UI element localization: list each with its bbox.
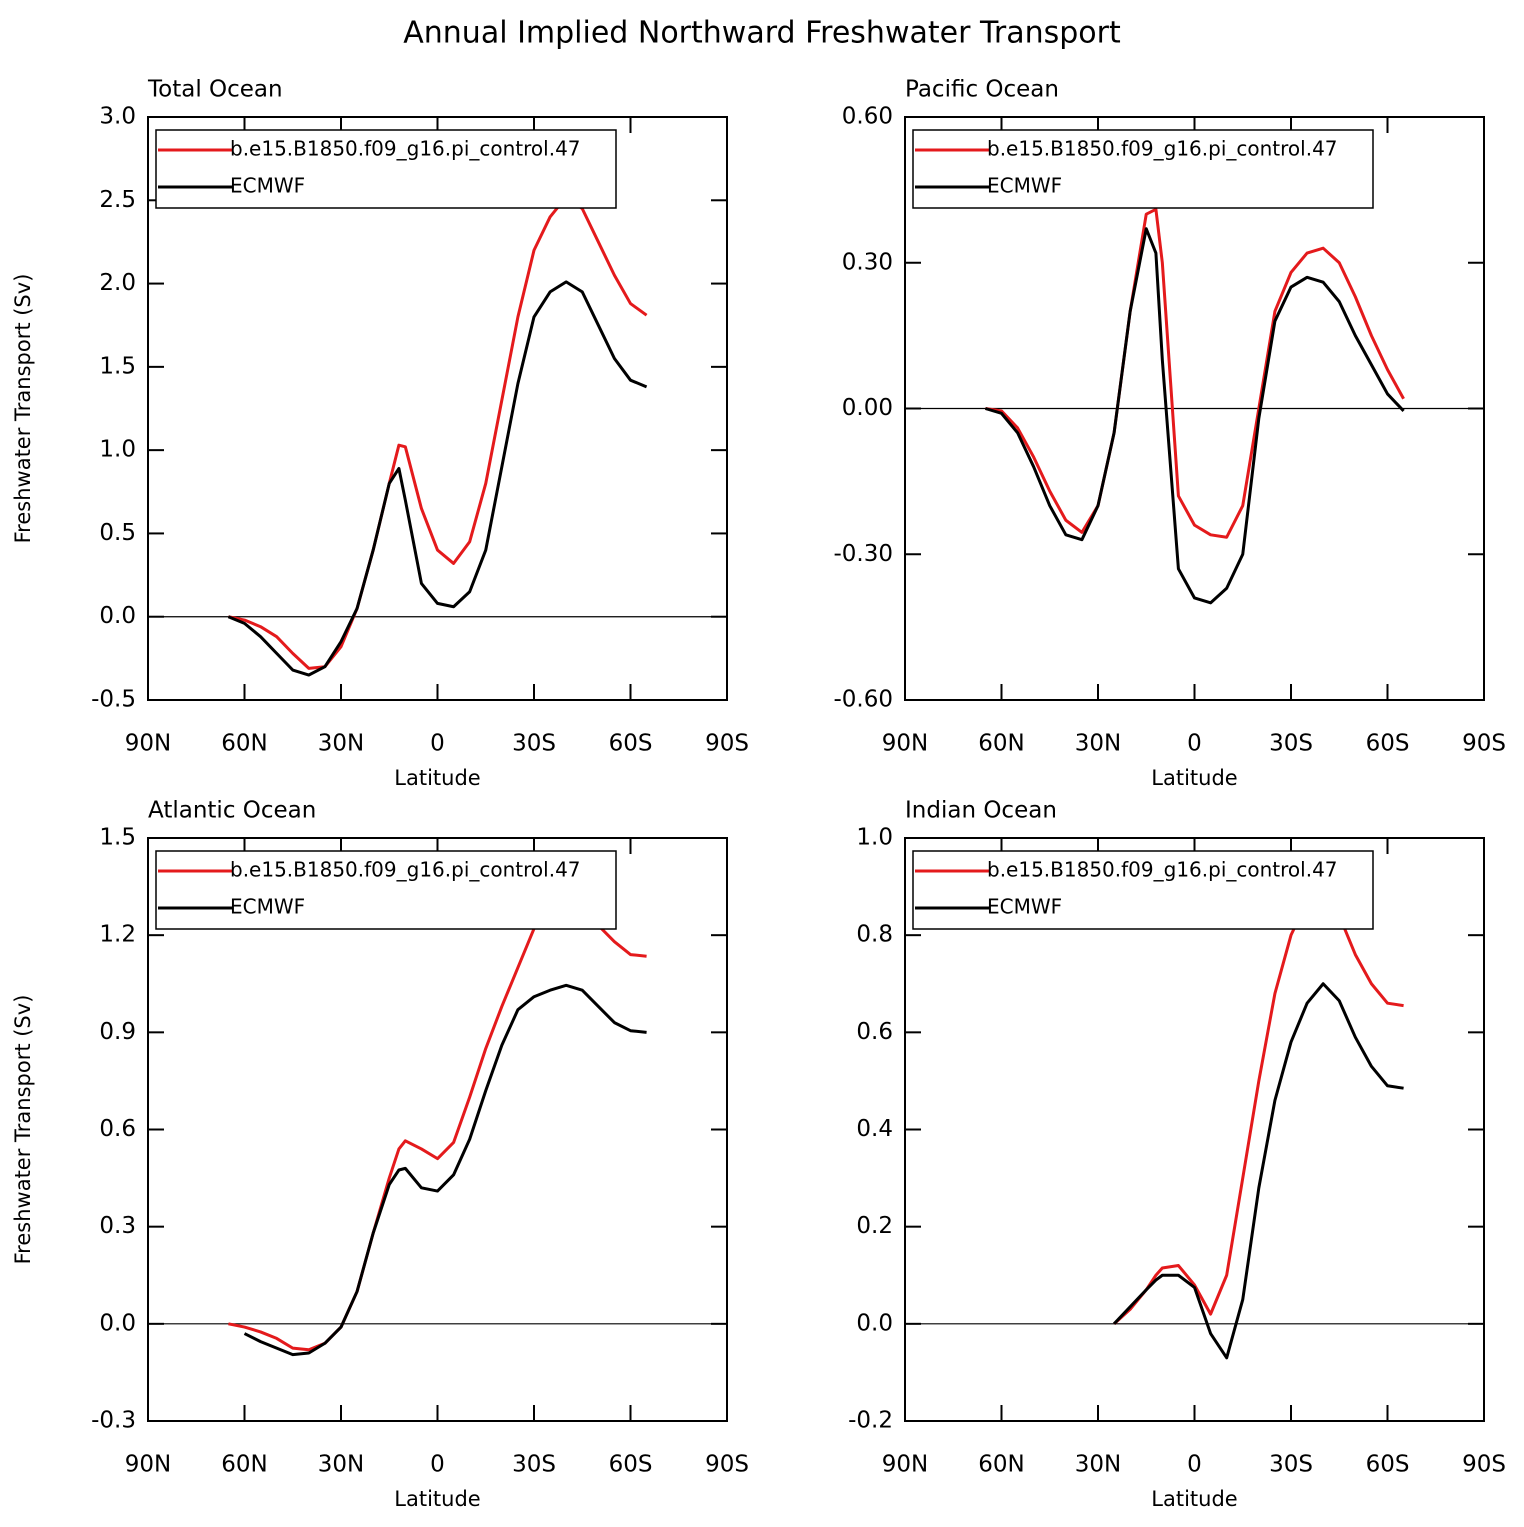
series-line — [227, 280, 648, 677]
legend-label: ECMWF — [987, 174, 1062, 198]
y-tick-label: 0.6 — [99, 1116, 136, 1142]
series-line — [228, 898, 647, 1352]
x-tick-label: 0 — [1187, 1452, 1202, 1478]
x-tick-label: 30N — [318, 1452, 364, 1478]
y-axis-label: Freshwater Transport (Sv) — [11, 274, 35, 544]
x-tick-label: 60S — [609, 1452, 653, 1478]
legend-box — [912, 129, 1374, 209]
panel-title: Total Ocean — [147, 77, 283, 103]
y-axis-label: Freshwater Transport (Sv) — [11, 995, 35, 1265]
y-tick-label: -0.30 — [833, 541, 893, 567]
y-tick-label: 2.5 — [99, 187, 136, 213]
x-tick-label: 30S — [512, 1452, 556, 1478]
series-line — [1112, 982, 1404, 1360]
y-tick-label: 0.0 — [99, 603, 136, 629]
y-tick-label: 0.8 — [856, 922, 893, 948]
x-tick-label: 60S — [1366, 731, 1410, 757]
x-tick-label: 90N — [882, 1452, 928, 1478]
x-tick-label: 30N — [1075, 1452, 1121, 1478]
y-tick-label: 1.0 — [856, 825, 893, 851]
x-tick-label: 30S — [1269, 1452, 1313, 1478]
legend-box — [155, 850, 617, 930]
y-tick-label: 0.30 — [842, 249, 893, 275]
x-axis-label: Latitude — [1151, 766, 1237, 790]
legend-label: b.e15.B1850.f09_g16.pi_control.47 — [987, 137, 1338, 161]
y-tick-label: 1.2 — [99, 922, 136, 948]
x-tick-label: 90N — [125, 731, 171, 757]
legend-label: ECMWF — [230, 174, 305, 198]
x-tick-label: 90N — [882, 731, 928, 757]
y-tick-label: 0.00 — [842, 395, 893, 421]
plot-frame — [904, 837, 1485, 1422]
y-tick-label: 0.6 — [856, 1019, 893, 1045]
y-tick-label: 2.0 — [99, 270, 136, 296]
legend-label: ECMWF — [230, 895, 305, 919]
x-tick-label: 30S — [1269, 731, 1313, 757]
series-line — [984, 227, 1405, 605]
legend-label: b.e15.B1850.f09_g16.pi_control.47 — [230, 858, 581, 882]
x-tick-label: 60S — [1366, 1452, 1410, 1478]
y-tick-label: -0.3 — [91, 1408, 136, 1434]
x-tick-label: 60N — [221, 731, 267, 757]
plot-frame — [147, 837, 728, 1422]
series-line — [228, 195, 648, 670]
x-tick-label: 90N — [125, 1452, 171, 1478]
legend-label: b.e15.B1850.f09_g16.pi_control.47 — [230, 137, 581, 161]
plot-frame — [904, 116, 1485, 701]
x-tick-label: 60N — [978, 1452, 1024, 1478]
x-axis-label: Latitude — [394, 766, 480, 790]
y-tick-label: -0.60 — [833, 687, 893, 713]
series-line — [1113, 892, 1404, 1325]
page-title: Annual Implied Northward Freshwater Tran… — [403, 16, 1121, 51]
x-tick-label: 90S — [1462, 1452, 1506, 1478]
y-tick-label: -0.2 — [848, 1408, 893, 1434]
panel-title: Indian Ocean — [905, 798, 1057, 824]
x-tick-label: 60N — [221, 1452, 267, 1478]
x-tick-label: 0 — [430, 731, 445, 757]
y-tick-label: 1.5 — [99, 353, 136, 379]
y-tick-label: 0.5 — [99, 520, 136, 546]
y-tick-label: 0.60 — [842, 104, 893, 130]
y-tick-label: 0.9 — [99, 1019, 136, 1045]
y-tick-label: 0.0 — [99, 1310, 136, 1336]
x-tick-label: 90S — [1462, 731, 1506, 757]
legend-label: b.e15.B1850.f09_g16.pi_control.47 — [987, 858, 1338, 882]
x-tick-label: 60N — [978, 731, 1024, 757]
x-axis-label: Latitude — [394, 1487, 480, 1511]
x-tick-label: 90S — [705, 1452, 749, 1478]
legend-label: ECMWF — [987, 895, 1062, 919]
x-tick-label: 30S — [512, 731, 556, 757]
series-line — [985, 207, 1405, 539]
y-tick-label: 1.0 — [99, 437, 136, 463]
panel-title: Atlantic Ocean — [148, 798, 316, 824]
legend-box — [155, 129, 617, 209]
plot-frame — [147, 116, 728, 701]
y-tick-label: 0.4 — [856, 1116, 893, 1142]
y-tick-label: 0.3 — [99, 1213, 136, 1239]
legend-box — [912, 850, 1374, 930]
panel-title: Pacific Ocean — [905, 77, 1059, 103]
x-tick-label: 60S — [609, 731, 653, 757]
x-tick-label: 0 — [430, 1452, 445, 1478]
x-axis-label: Latitude — [1151, 1487, 1237, 1511]
y-tick-label: 3.0 — [99, 104, 136, 130]
x-tick-label: 90S — [705, 731, 749, 757]
series-line — [243, 983, 647, 1357]
x-tick-label: 30N — [318, 731, 364, 757]
y-tick-label: 1.5 — [99, 825, 136, 851]
y-tick-label: 0.2 — [856, 1213, 893, 1239]
x-tick-label: 0 — [1187, 731, 1202, 757]
y-tick-label: 0.0 — [856, 1310, 893, 1336]
y-tick-label: -0.5 — [91, 687, 136, 713]
x-tick-label: 30N — [1075, 731, 1121, 757]
